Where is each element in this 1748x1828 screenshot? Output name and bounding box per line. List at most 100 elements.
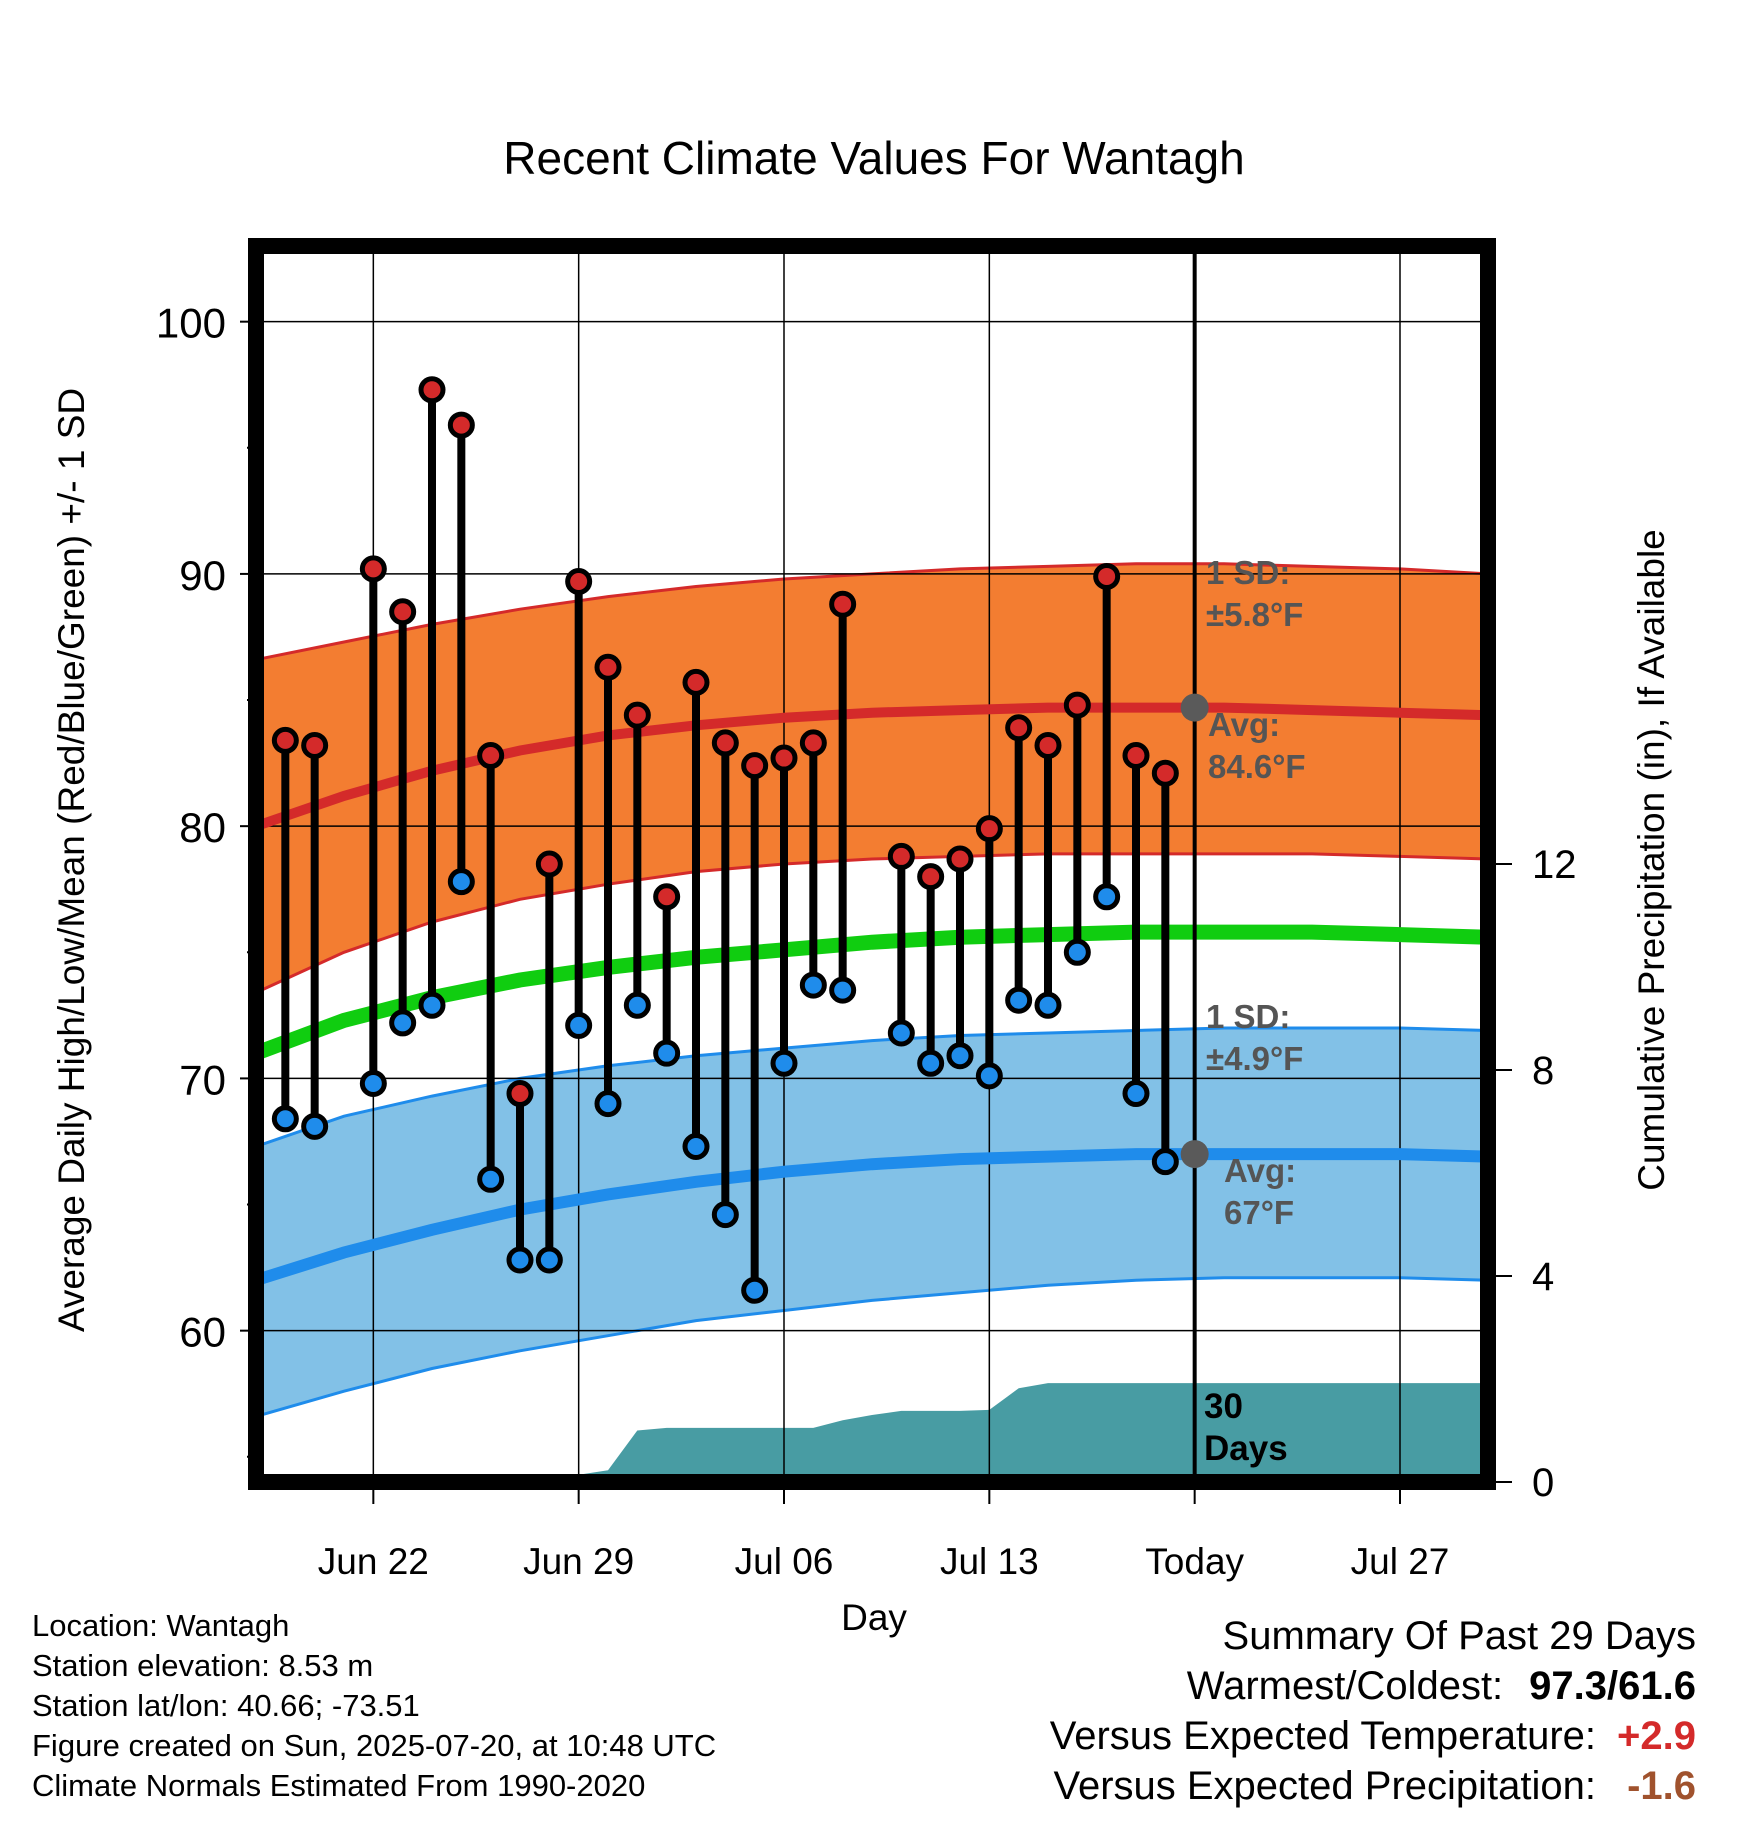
- x-tick-label: Jul 06: [735, 1541, 834, 1582]
- daily-low-point: [770, 1049, 798, 1077]
- y2-axis-label: Cumulative Precipitation (in), If Availa…: [1631, 529, 1672, 1191]
- latlon-text: Station lat/lon: 40.66; -73.51: [32, 1688, 420, 1723]
- low-normal-line: [254, 1148, 1489, 1286]
- daily-low-point: [887, 1019, 915, 1047]
- daily-high-point: [682, 668, 710, 696]
- precipitation-departure-row: Versus Expected Precipitation: -1.6: [1050, 1761, 1696, 1811]
- daily-high-point: [829, 590, 857, 618]
- high-avg-value: 84.6°F: [1208, 748, 1306, 785]
- x-tick-label: Jul 27: [1351, 1541, 1450, 1582]
- warmest-coldest-label: Warmest/Coldest:: [1186, 1664, 1504, 1708]
- daily-high-point: [741, 752, 769, 780]
- warmest-coldest-value: 97.3/61.6: [1529, 1664, 1696, 1708]
- precipitation-departure-label: Versus Expected Precipitation:: [1053, 1764, 1596, 1808]
- daily-low-point: [1005, 986, 1033, 1014]
- today-low-normal-marker: [1180, 1140, 1209, 1169]
- x-axis-label: Day: [841, 1597, 907, 1638]
- y2-tick-label: 4: [1532, 1255, 1554, 1299]
- daily-low-point: [447, 868, 475, 896]
- high-sd-lower-line: [255, 852, 1489, 994]
- daily-low-point: [623, 991, 651, 1019]
- daily-high-point: [770, 744, 798, 772]
- daily-high-point: [271, 726, 299, 754]
- daily-low-point: [682, 1133, 710, 1161]
- summary-title: Summary Of Past 29 Days: [1222, 1614, 1696, 1658]
- x-tick-label: Today: [1145, 1541, 1244, 1582]
- x-tick-label: Jun 22: [318, 1541, 429, 1582]
- daily-low-point: [1034, 991, 1062, 1019]
- summary-panel: Summary Of Past 29 Days Warmest/Coldest:…: [1050, 1611, 1696, 1811]
- y2-tick-label: 0: [1532, 1461, 1554, 1505]
- daily-high-point: [535, 850, 563, 878]
- daily-low-point: [1122, 1080, 1150, 1108]
- daily-high-point: [447, 411, 475, 439]
- daily-high-point: [887, 842, 915, 870]
- daily-low-point: [1063, 938, 1091, 966]
- daily-low-point: [946, 1042, 974, 1070]
- plot-frame: [248, 238, 1496, 1490]
- low-sd-value: ±4.9°F: [1206, 1040, 1303, 1077]
- temperature-departure-value: +2.9: [1617, 1714, 1696, 1758]
- high-sd-label: 1 SD:: [1206, 554, 1290, 591]
- y2-tick-label: 8: [1532, 1049, 1554, 1093]
- precipitation-area: [256, 1383, 1488, 1482]
- normals-period-text: Climate Normals Estimated From 1990-2020: [32, 1768, 646, 1803]
- daily-low-point: [741, 1276, 769, 1304]
- elevation-text: Station elevation: 8.53 m: [32, 1648, 374, 1683]
- today-high-normal-marker: [1180, 693, 1209, 722]
- daily-high-point: [359, 555, 387, 583]
- y-tick-label: 90: [179, 552, 226, 599]
- daily-high-point: [1063, 691, 1091, 719]
- daily-high-point: [418, 376, 446, 404]
- y-tick-label: 80: [179, 804, 226, 851]
- low-sd-label: 1 SD:: [1206, 998, 1290, 1035]
- y2-tick-label: 12: [1532, 843, 1577, 887]
- daily-low-point: [917, 1049, 945, 1077]
- x-tick-label: Jul 13: [940, 1541, 1039, 1582]
- daily-high-point: [623, 701, 651, 729]
- daily-low-point: [506, 1246, 534, 1274]
- temperature-departure-row: Versus Expected Temperature: +2.9: [1050, 1711, 1696, 1761]
- daily-low-point: [829, 976, 857, 1004]
- low-avg-label: Avg:: [1224, 1152, 1296, 1189]
- daily-low-point: [359, 1069, 387, 1097]
- daily-high-point: [301, 731, 329, 759]
- daily-low-point: [389, 1009, 417, 1037]
- daily-low-point: [565, 1011, 593, 1039]
- high-sd-band: [256, 563, 1488, 993]
- high-sd-value: ±5.8°F: [1206, 596, 1303, 633]
- daily-high-point: [1151, 759, 1179, 787]
- precip-period-unit: Days: [1204, 1429, 1288, 1468]
- low-sd-upper-line: [255, 1026, 1489, 1148]
- precipitation-departure-value: -1.6: [1627, 1764, 1696, 1808]
- station-info: Location: Wantagh Station elevation: 8.5…: [32, 1606, 716, 1806]
- daily-high-point: [477, 742, 505, 770]
- daily-low-point: [1093, 883, 1121, 911]
- low-sd-band: [256, 1028, 1488, 1417]
- daily-high-point: [1093, 562, 1121, 590]
- daily-high-point: [975, 815, 1003, 843]
- daily-low-point: [653, 1039, 681, 1067]
- y-tick-label: 70: [179, 1056, 226, 1103]
- y-axis-label: Average Daily High/Low/Mean (Red/Blue/Gr…: [51, 388, 92, 1332]
- daily-low-point: [301, 1112, 329, 1140]
- daily-high-point: [1122, 742, 1150, 770]
- created-text: Figure created on Sun, 2025-07-20, at 10…: [32, 1728, 717, 1763]
- daily-low-point: [711, 1201, 739, 1229]
- daily-low-point: [1151, 1148, 1179, 1176]
- daily-low-point: [799, 971, 827, 999]
- daily-low-point: [535, 1246, 563, 1274]
- low-avg-value: 67°F: [1224, 1194, 1294, 1231]
- high-avg-label: Avg:: [1208, 706, 1280, 743]
- daily-high-point: [1005, 714, 1033, 742]
- daily-low-point: [271, 1105, 299, 1133]
- y-tick-label: 60: [179, 1309, 226, 1356]
- y-tick-label: 100: [156, 300, 226, 347]
- daily-high-point: [799, 729, 827, 757]
- daily-low-point: [975, 1062, 1003, 1090]
- daily-high-point: [389, 598, 417, 626]
- daily-high-point: [1034, 731, 1062, 759]
- precip-period-number: 30: [1204, 1387, 1243, 1426]
- daily-high-point: [946, 845, 974, 873]
